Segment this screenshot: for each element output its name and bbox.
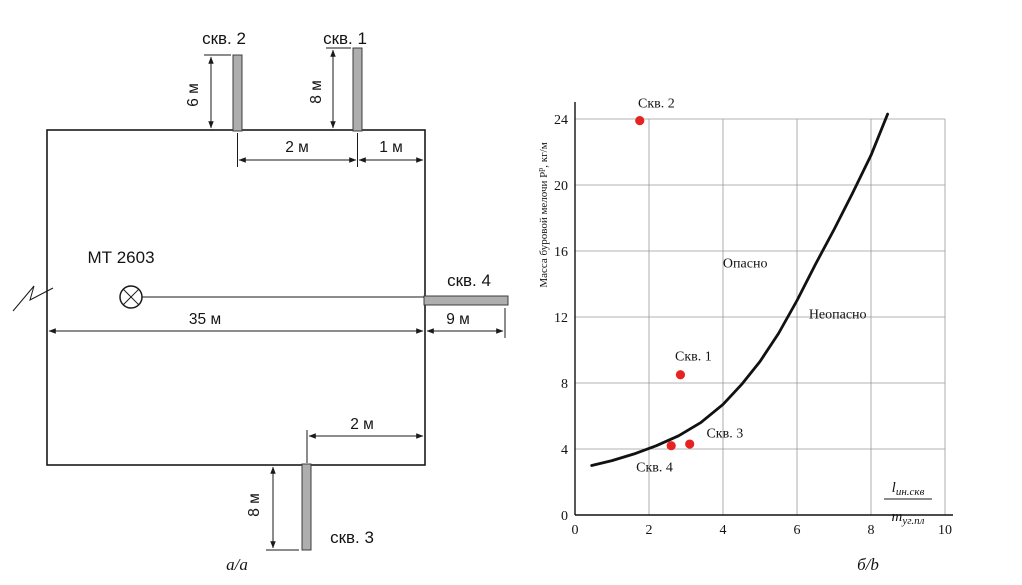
y-tick-label: 12 xyxy=(554,311,568,326)
x-axis-title-numerator: lин.скв xyxy=(892,480,925,498)
panel-a-diagram: скв. 2 скв. 1 скв. 4 скв. 3 МТ 2603 6 м … xyxy=(12,29,509,574)
borehole-1-label: скв. 1 xyxy=(323,29,367,48)
borehole-2-label: скв. 2 xyxy=(202,29,246,48)
data-point-label: Скв. 3 xyxy=(706,426,743,441)
y-tick-label: 4 xyxy=(561,443,568,458)
y-axis-title: Масса буровой мелочи Рр, кг/м xyxy=(536,142,550,287)
dim-label-skv3-to-wall: 2 м xyxy=(350,416,374,433)
dim-label-chamber-length: 35 м xyxy=(189,311,221,328)
x-axis-title-denominator: mуг.пл xyxy=(892,509,925,527)
y-tick-label: 8 xyxy=(561,377,568,392)
borehole-3-bar xyxy=(301,463,312,551)
dim-label-skv2-length: 6 м xyxy=(185,83,202,107)
break-symbol xyxy=(12,285,54,312)
hazard-boundary-curve xyxy=(590,112,890,467)
data-point-label: Скв. 2 xyxy=(638,96,675,111)
borehole-2-bar xyxy=(232,54,243,132)
machine-label: МТ 2603 xyxy=(87,248,154,267)
data-point-label: Скв. 4 xyxy=(636,460,673,475)
borehole-4-bar xyxy=(423,295,509,306)
region-label: Опасно xyxy=(723,257,768,272)
x-tick-label: 10 xyxy=(938,523,952,538)
data-point xyxy=(666,441,676,451)
machine-symbol-cross xyxy=(122,288,140,306)
x-tick-label: 0 xyxy=(572,523,579,538)
borehole-3-label: скв. 3 xyxy=(330,528,374,547)
panel-b-caption: б/b xyxy=(857,555,879,574)
data-point-label: Скв. 1 xyxy=(675,350,712,365)
region-label: Неопасно xyxy=(809,308,867,323)
dim-label-skv4-length: 9 м xyxy=(446,311,470,328)
y-tick-label: 0 xyxy=(561,509,568,524)
y-tick-label: 24 xyxy=(554,113,568,128)
dim-label-skv1-to-wall: 1 м xyxy=(379,139,403,156)
x-tick-label: 2 xyxy=(646,523,653,538)
x-tick-label: 8 xyxy=(868,523,875,538)
panel-a-caption: а/а xyxy=(226,555,248,574)
data-point xyxy=(635,116,645,126)
data-point xyxy=(675,370,686,380)
y-tick-label: 16 xyxy=(554,245,568,260)
y-tick-label: 20 xyxy=(554,179,568,194)
dim-label-skv2-to-skv1: 2 м xyxy=(285,139,309,156)
borehole-1-bar xyxy=(352,47,363,132)
borehole-4-label: скв. 4 xyxy=(447,271,491,290)
data-point xyxy=(685,439,695,449)
x-tick-label: 4 xyxy=(720,523,727,538)
dim-label-skv3-length: 8 м xyxy=(246,493,263,517)
x-tick-label: 6 xyxy=(794,523,801,538)
dim-label-skv1-length: 8 м xyxy=(308,80,325,104)
